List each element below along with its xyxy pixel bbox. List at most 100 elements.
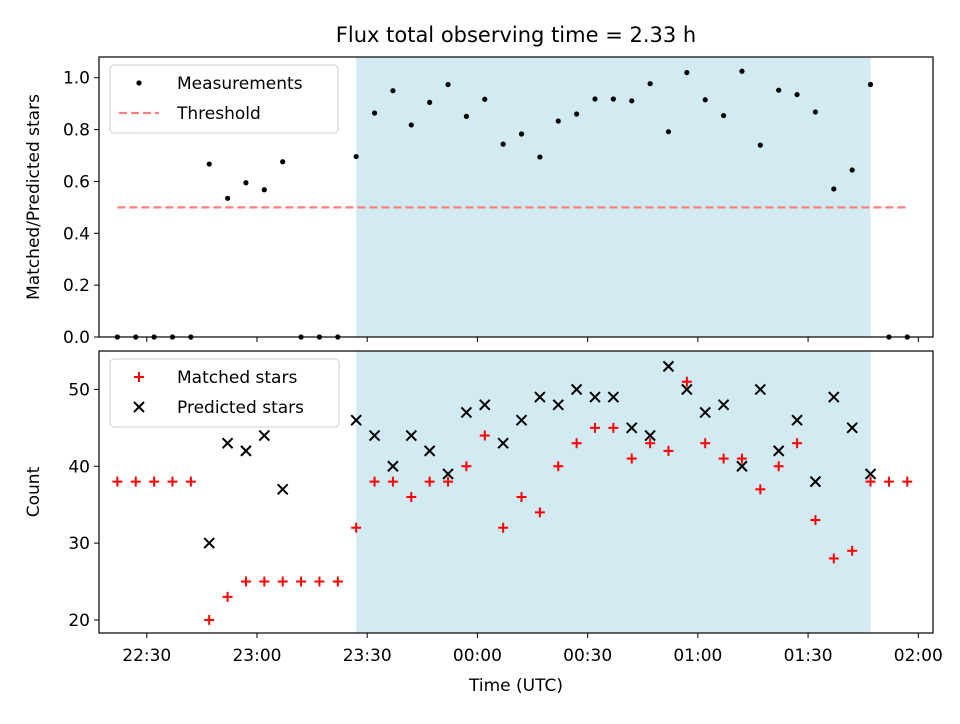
y-axis-label: Count: [24, 466, 44, 517]
predicted-point: [276, 483, 289, 496]
predicted-point: [791, 414, 803, 426]
measurement-point: [794, 91, 800, 98]
matched-point: [645, 438, 656, 449]
measurement-point: [390, 88, 396, 94]
predicted-point-stroke: [791, 414, 803, 426]
matched-point: [406, 491, 417, 502]
measurement-point: [537, 154, 543, 160]
measurement-point: [574, 111, 580, 117]
predicted-point-stroke: [699, 406, 711, 419]
matched-point: [534, 507, 545, 518]
measurement-point: [371, 110, 378, 116]
measurement-point: [849, 167, 855, 173]
predicted-point-stroke: [221, 437, 234, 449]
matched-point: [847, 545, 858, 556]
predicted-point: [772, 445, 785, 457]
matched-point: [149, 476, 160, 487]
measurement-point: [739, 68, 745, 74]
matched-point: [589, 422, 600, 433]
predicted-point-stroke: [515, 414, 528, 426]
measurement-point: [518, 131, 525, 137]
predicted-point: [203, 537, 215, 549]
predicted-point: [864, 468, 877, 480]
matched-point: [773, 461, 784, 472]
measurement-point: [720, 112, 727, 119]
top-panel-ratio: 0.0 0.2 0.4 0.6 0.8 1.0 Matched/Predicted star…: [24, 56, 934, 348]
predicted-point: [589, 391, 601, 403]
predicted-point-stroke: [497, 437, 509, 449]
predicted-point: [460, 406, 473, 419]
predicted-point-stroke: [534, 391, 546, 403]
predicted-point: [736, 460, 748, 472]
matched-point: [351, 522, 362, 533]
measurement-point: [665, 129, 672, 135]
matched-point: [424, 476, 435, 487]
y-tick-label: 20: [68, 611, 90, 631]
matched-point: [608, 422, 619, 433]
y-tick-label: 0.8: [63, 121, 90, 141]
predicted-point-stroke: [589, 391, 601, 403]
predicted-point-stroke: [809, 475, 822, 488]
predicted-point-stroke: [460, 406, 473, 419]
measurement-point: [280, 159, 286, 165]
legend-label: Matched stars: [177, 368, 297, 388]
y-tick-label: 0.0: [63, 328, 90, 348]
measurement-point: [427, 99, 433, 105]
matched-point: [736, 453, 747, 464]
legend: Measurements Threshold: [109, 64, 339, 134]
x-tick-label: 01:30: [784, 646, 833, 666]
matched-point: [498, 522, 509, 533]
matched-point: [112, 476, 123, 487]
x-tick-label: 23:00: [232, 646, 281, 666]
predicted-point: [534, 391, 546, 403]
predicted-point: [809, 475, 822, 488]
measurement-point: [445, 81, 451, 88]
predicted-point: [662, 360, 675, 373]
measurement-point: [757, 142, 763, 148]
matched-point: [516, 491, 527, 502]
predicted-point: [846, 422, 858, 434]
predicted-point: [681, 383, 693, 396]
matched-point: [553, 461, 564, 472]
predicted-point-stroke: [717, 399, 730, 411]
measurement-point: [867, 81, 874, 88]
matched-point: [626, 453, 637, 464]
legend-marker: [136, 80, 142, 86]
chart-title: Flux total observing time = 2.33 h: [336, 23, 696, 47]
matched-point: [277, 576, 288, 587]
predicted-point-stroke: [405, 429, 417, 442]
matched-point: [259, 576, 270, 587]
predicted-point-stroke: [828, 391, 840, 403]
x-tick-label: 00:00: [453, 646, 502, 666]
measurement-point: [610, 96, 616, 102]
legend-marker-stroke: [133, 401, 145, 413]
legend-label: Threshold: [176, 104, 261, 124]
x-axis-label: Time (UTC): [468, 676, 563, 696]
legend-box: [109, 64, 339, 134]
matched-point: [185, 476, 196, 487]
measurement-point: [702, 97, 708, 103]
matched-point: [167, 476, 178, 487]
matched-point: [883, 476, 894, 487]
observing-window-shade: [356, 57, 871, 337]
predicted-point-stroke: [736, 460, 748, 472]
measurement-point: [243, 180, 249, 186]
predicted-point-stroke: [846, 422, 858, 434]
matched-point: [130, 476, 141, 487]
predicted-point: [442, 468, 454, 480]
predicted-point-stroke: [423, 445, 436, 457]
predicted-point-stroke: [387, 460, 399, 472]
measurement-point: [776, 87, 782, 93]
observing-window-shade: [356, 351, 871, 633]
predicted-point-stroke: [570, 383, 583, 396]
matched-point: [443, 476, 454, 487]
legend-box: [109, 358, 340, 428]
predicted-point: [479, 399, 491, 411]
predicted-point-stroke: [864, 468, 877, 480]
predicted-point-stroke: [258, 429, 271, 442]
y-tick-label: 0.6: [63, 172, 90, 192]
predicted-point: [368, 429, 381, 442]
predicted-point-stroke: [626, 422, 638, 434]
matched-point: [387, 476, 398, 487]
predicted-point-stroke: [644, 429, 656, 442]
